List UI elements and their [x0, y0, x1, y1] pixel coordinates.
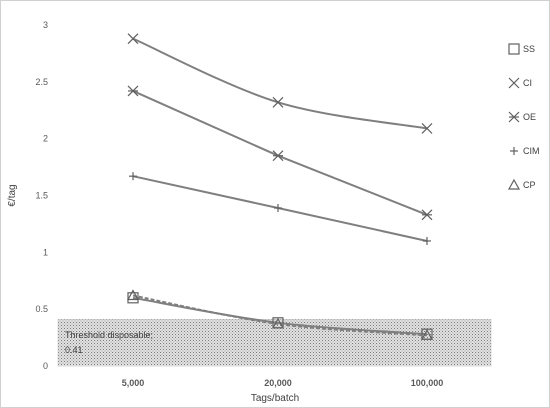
- series-oe: [127, 85, 433, 221]
- legend-item-ci: CI: [508, 77, 532, 89]
- x-axis-tick-labels: 5,000 20,000 100,000: [122, 378, 444, 388]
- threshold-label: Threshold disposable;: [65, 330, 153, 340]
- data-point-cim: [129, 172, 137, 181]
- data-point-cp: [271, 317, 285, 329]
- legend-label: OE: [523, 112, 536, 122]
- y-tick-label: 1.5: [35, 191, 48, 201]
- series-cp: [126, 289, 434, 340]
- legend-marker-ss: [508, 43, 520, 55]
- y-tick-label: 0: [43, 361, 48, 371]
- series-line-ss: [132, 296, 428, 336]
- y-tick-label: 2.5: [35, 77, 48, 87]
- threshold-value-label: 0.41: [65, 345, 83, 355]
- data-point-ci: [272, 96, 284, 108]
- y-tick-label: 3: [43, 20, 48, 30]
- y-axis-tick-labels: 0 0.5 1 1.5 2 2.5 3: [35, 20, 48, 371]
- data-point-cp: [420, 329, 434, 340]
- y-axis-title: €/tag: [7, 184, 18, 206]
- y-tick-label: 0.5: [35, 304, 48, 314]
- legend-item-ss: SS: [508, 43, 535, 55]
- series-cim: [129, 172, 431, 245]
- legend-label: CIM: [523, 146, 540, 156]
- threshold-area: [57, 319, 492, 367]
- data-point-ss: [127, 292, 139, 304]
- data-point-oe: [421, 209, 433, 221]
- legend-label: CI: [523, 78, 532, 88]
- x-tick-label: 5,000: [122, 378, 145, 388]
- x-axis-title: Tags/batch: [251, 393, 299, 404]
- data-point-oe: [127, 85, 139, 97]
- legend-label: SS: [523, 44, 535, 54]
- data-point-oe: [272, 150, 284, 162]
- x-tick-label: 100,000: [411, 378, 444, 388]
- x-tick-label: 20,000: [264, 378, 292, 388]
- legend-label: CP: [523, 180, 536, 190]
- legend-item-cp: CP: [507, 178, 536, 190]
- legend-marker-oe: [508, 111, 520, 123]
- y-tick-label: 1: [43, 247, 48, 257]
- legend-marker-cim: [510, 147, 518, 155]
- data-point-cim: [274, 204, 282, 213]
- series-layer: [126, 33, 434, 340]
- series-line-cp: [132, 294, 428, 337]
- legend-item-cim: CIM: [510, 146, 540, 156]
- data-point-ci: [421, 123, 433, 134]
- legend: SS CI OE CIM CP: [507, 43, 540, 190]
- data-point-cp: [126, 289, 140, 301]
- data-point-cim: [423, 236, 431, 245]
- series-line-ci: [132, 37, 428, 130]
- legend-marker-ci: [508, 77, 520, 89]
- legend-item-oe: OE: [508, 111, 536, 123]
- data-point-ci: [127, 33, 139, 45]
- y-tick-label: 2: [43, 134, 48, 144]
- series-ci: [127, 33, 433, 134]
- legend-marker-cp: [507, 178, 521, 190]
